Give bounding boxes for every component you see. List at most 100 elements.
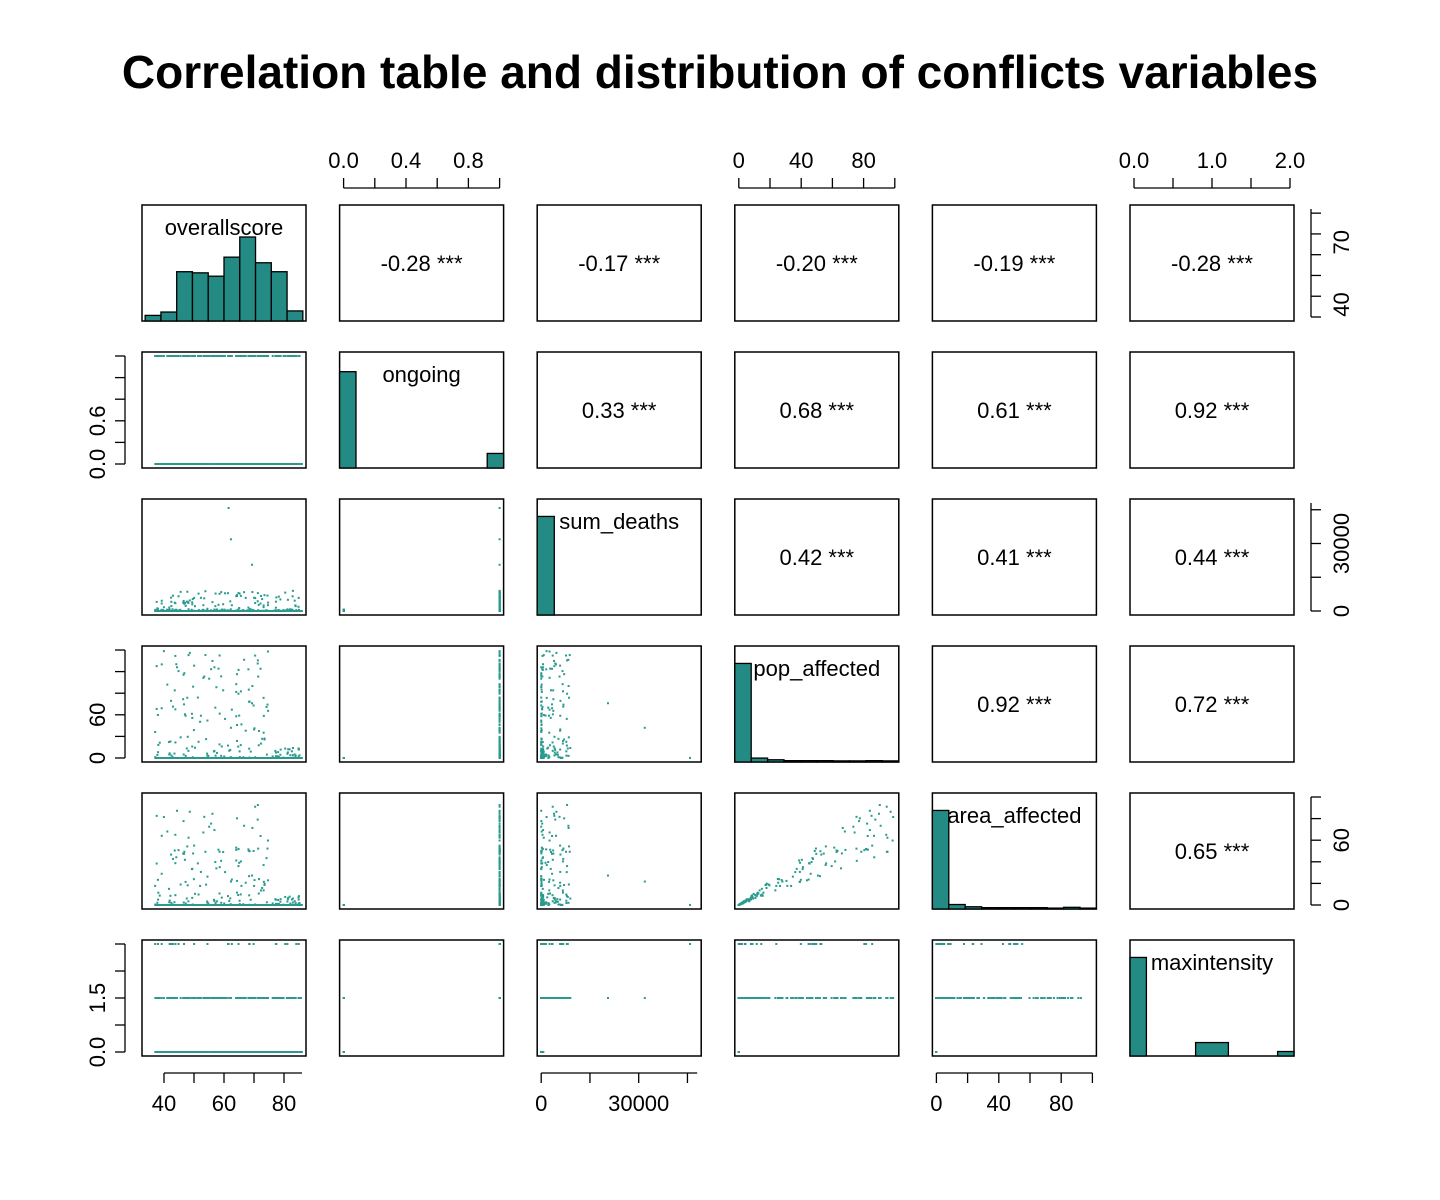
point-405 xyxy=(559,729,562,732)
point-581 xyxy=(237,355,240,357)
point-311 xyxy=(567,736,570,739)
point-699 xyxy=(280,610,283,612)
point-557 xyxy=(498,702,501,705)
point-34 xyxy=(196,696,199,699)
point-459 xyxy=(199,904,202,906)
point-446 xyxy=(262,714,265,717)
point-524 xyxy=(265,355,268,357)
point-611 xyxy=(228,757,231,759)
hist-bar-pop_affected-9 xyxy=(881,760,900,763)
point-106 xyxy=(563,738,566,741)
point-699 xyxy=(342,610,345,612)
point-13 xyxy=(168,753,171,756)
point-1 xyxy=(155,665,158,668)
point-678 xyxy=(191,463,194,465)
point-22 xyxy=(256,662,259,665)
point-696 xyxy=(284,904,287,906)
point-634 xyxy=(275,610,278,612)
hist-bar-area_affected-4 xyxy=(997,907,1016,910)
point-697 xyxy=(272,610,275,612)
point-694 xyxy=(237,610,240,612)
point-534 xyxy=(251,757,254,759)
point-411 xyxy=(498,683,501,686)
point-575 xyxy=(186,355,189,357)
point-689 xyxy=(540,729,543,732)
point-82 xyxy=(191,896,194,899)
point-450 xyxy=(558,756,561,759)
corr-label-overallscore-pop_affected: -0.20 *** xyxy=(776,251,858,276)
point-357 xyxy=(238,606,241,609)
point-488 xyxy=(218,743,221,746)
point-113 xyxy=(248,894,251,897)
hist-bar-pop_affected-7 xyxy=(848,760,867,763)
point-200 xyxy=(549,667,552,670)
point-195 xyxy=(271,355,274,357)
point-407 xyxy=(498,673,501,676)
point-637 xyxy=(229,463,232,465)
point-684 xyxy=(158,463,161,465)
point-327 xyxy=(174,654,177,657)
point-646 xyxy=(229,903,232,906)
point-138 xyxy=(239,355,242,357)
point-490 xyxy=(197,893,200,896)
point-434 xyxy=(287,896,290,899)
point-339 xyxy=(208,677,211,680)
point-213 xyxy=(226,895,229,898)
point-3 xyxy=(559,664,562,667)
point-667 xyxy=(248,355,251,357)
point-565 xyxy=(542,748,545,751)
point-327 xyxy=(541,654,544,657)
point-620 xyxy=(251,591,254,594)
point-676 xyxy=(288,757,291,759)
hist-bar-area_affected-9 xyxy=(1079,907,1098,910)
point-103 xyxy=(243,658,246,661)
panel-area_affected-pop_affected xyxy=(734,792,900,910)
point-681 xyxy=(245,463,248,465)
point-26 xyxy=(177,355,180,357)
point-254 xyxy=(230,708,233,711)
point-689 xyxy=(498,729,501,732)
point-577 xyxy=(247,668,250,671)
point-689 xyxy=(192,729,195,732)
point-693 xyxy=(185,610,188,612)
point-646 xyxy=(229,355,232,357)
point-386 xyxy=(156,901,159,904)
point-671 xyxy=(216,904,219,906)
point-691 xyxy=(286,900,289,903)
panel-ongoing-area_affected xyxy=(931,351,1098,469)
point-26 xyxy=(177,849,180,852)
point-598 xyxy=(223,610,226,612)
panel-area_affected-sum_deaths xyxy=(536,792,702,910)
point-220 xyxy=(566,747,569,750)
point-660 xyxy=(271,610,274,612)
panel-pop_affected-area_affected xyxy=(931,645,1098,763)
point-405 xyxy=(244,729,247,732)
point-645 xyxy=(181,463,184,465)
hist-bar-overallscore-0 xyxy=(144,314,162,322)
point-410 xyxy=(185,897,188,900)
point-528 xyxy=(215,900,218,903)
point-636 xyxy=(285,904,288,906)
point-298 xyxy=(174,904,177,906)
point-564 xyxy=(297,895,300,898)
point-142 xyxy=(224,717,227,720)
point-488 xyxy=(218,892,221,895)
point-676 xyxy=(288,610,291,612)
point-389 xyxy=(548,714,551,717)
point-333 xyxy=(169,740,172,743)
point-679 xyxy=(154,463,157,465)
point-531 xyxy=(278,463,281,465)
hist-bar-overallscore-2 xyxy=(176,271,194,322)
point-13 xyxy=(168,901,171,904)
point-507 xyxy=(548,676,551,679)
point-344 xyxy=(290,898,293,901)
point-173 xyxy=(545,650,548,653)
point-143 xyxy=(203,675,206,678)
point-699 xyxy=(540,757,543,759)
point-677 xyxy=(263,609,266,612)
point-564 xyxy=(297,608,300,611)
point-75 xyxy=(214,754,217,757)
point-331 xyxy=(498,735,501,738)
point-213 xyxy=(226,592,229,595)
point-665 xyxy=(160,707,163,710)
